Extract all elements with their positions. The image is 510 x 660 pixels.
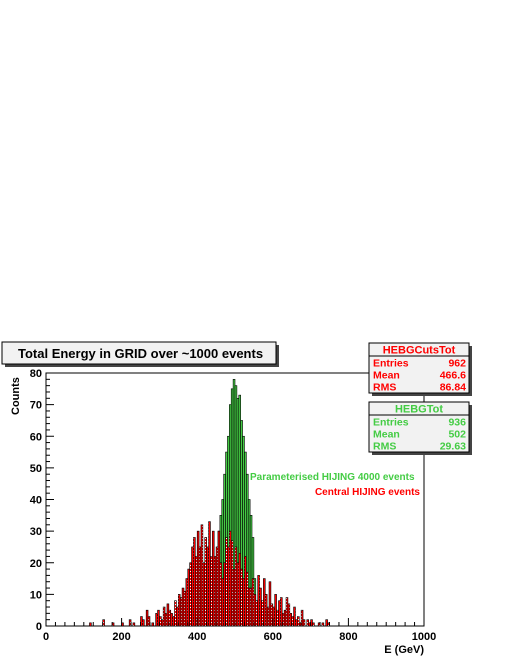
chart-title: Total Energy in GRID over ~1000 events <box>18 346 263 361</box>
stats-label: Entries <box>373 358 409 370</box>
hebgcutstot-bar <box>147 616 151 627</box>
x-tick-label: 200 <box>112 631 130 643</box>
legend-entry-central: Central HIJING events <box>315 487 420 498</box>
hebgcutstot-bar <box>89 622 92 627</box>
series-hebgcutstot <box>89 521 330 627</box>
hebgcutstot-bar <box>293 606 296 627</box>
stats-value: 936 <box>448 417 466 429</box>
x-tick-label: 1000 <box>412 631 436 643</box>
hebgcutstot-bar <box>300 609 304 627</box>
x-axis-label: E (GeV) <box>384 644 424 656</box>
stats-value: 86.84 <box>440 382 466 394</box>
stats-value: 29.63 <box>440 441 466 453</box>
hebgcutstot-bar <box>151 622 155 627</box>
x-tick-label: 400 <box>188 631 206 643</box>
stats-label: RMS <box>373 441 396 453</box>
legend-entry-parameterised: Parameterised HIJING 4000 events <box>250 472 415 483</box>
hebgcutstot-bar <box>132 622 136 627</box>
stats-value: 466.6 <box>440 370 466 382</box>
stats-label: Mean <box>373 429 400 441</box>
y-tick-label: 70 <box>30 400 42 412</box>
y-tick-label: 60 <box>30 431 42 443</box>
hebgcutstot-bar <box>312 622 315 627</box>
y-axis-label: Counts <box>10 377 22 415</box>
y-tick-label: 20 <box>30 558 42 570</box>
y-tick-label: 10 <box>30 589 42 601</box>
hebgcutstot-bar <box>302 619 306 627</box>
x-tick-label: 600 <box>264 631 282 643</box>
title-box: Total Energy in GRID over ~1000 events <box>1 341 279 367</box>
hebgcutstot-bar <box>142 619 145 627</box>
y-tick-label: 80 <box>30 368 42 380</box>
stats-label: RMS <box>373 382 396 394</box>
y-tick-label: 0 <box>36 621 42 633</box>
stats-label: Mean <box>373 370 400 382</box>
stats-value: 502 <box>448 429 466 441</box>
stats-value: 962 <box>448 358 466 370</box>
y-tick-label: 40 <box>30 495 42 507</box>
stats-label: Entries <box>373 417 409 429</box>
x-tick-label: 0 <box>43 631 49 643</box>
y-tick-label: 50 <box>30 463 42 475</box>
hebgcutstot-bar <box>280 597 283 627</box>
stats-title: HEBGCutsTot <box>383 345 456 357</box>
stats-box-hebgtot: HEBGTot Entries 936 Mean 502 RMS 29.63 <box>368 401 472 455</box>
hebgcutstot-bar <box>321 622 325 627</box>
stats-title: HEBGTot <box>395 404 443 416</box>
stats-box-hebgcutstot: HEBGCutsTot Entries 962 Mean 466.6 RMS 8… <box>368 342 472 396</box>
x-tick-label: 800 <box>339 631 357 643</box>
y-tick-label: 30 <box>30 526 42 538</box>
axes: 0 200 400 600 800 1000 0 10 20 30 40 50 60 70 80 <box>30 368 436 643</box>
hebgcutstot-bar <box>297 616 300 627</box>
